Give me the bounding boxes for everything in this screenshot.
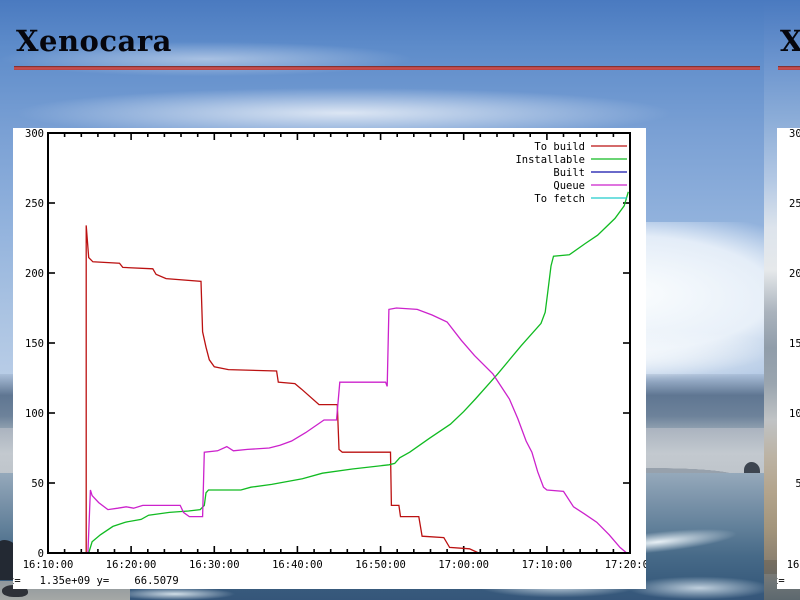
chart-status-line: x= 1.35e+09 y= 66.5079 — [777, 575, 785, 587]
svg-text:16:10:00: 16:10:00 — [787, 559, 800, 571]
svg-text:100: 100 — [789, 408, 800, 420]
svg-text:250: 250 — [789, 198, 800, 210]
plot-border — [47, 132, 631, 554]
x-axis-labels: 16:10:0016:20:0016:30:0016:40:0016:50:00… — [787, 559, 800, 571]
svg-text:16:20:00: 16:20:00 — [106, 559, 157, 571]
chart-canvas: 0 50 100 150 200 250 300 16:10:00 16:20:00 16:30:… — [13, 128, 646, 589]
svg-text:300: 300 — [789, 128, 800, 140]
build-stats-chart: 0 50 100 150 200 250 300 16:10:00 16:20:00 16:30:… — [23, 128, 646, 571]
svg-text:17:00:00: 17:00:00 — [438, 559, 489, 571]
svg-text:300: 300 — [25, 128, 44, 140]
series-queue — [87, 307, 628, 554]
svg-text:0: 0 — [38, 548, 44, 560]
svg-text:16:40:00: 16:40:00 — [272, 559, 323, 571]
svg-text:150: 150 — [25, 338, 44, 350]
series-to-build — [85, 225, 479, 554]
page-title: X — [780, 24, 800, 58]
build-stats-chart: 05010015020025030016:10:0016:20:0016:30:… — [787, 128, 800, 571]
svg-text:50: 50 — [31, 478, 44, 490]
svg-text:17:10:00: 17:10:00 — [522, 559, 573, 571]
svg-text:17:20:00: 17:20:00 — [605, 559, 646, 571]
legend-label-built: Built — [553, 167, 585, 179]
svg-text:16:10:00: 16:10:00 — [23, 559, 74, 571]
wave-foam — [95, 588, 255, 600]
svg-text:200: 200 — [789, 268, 800, 280]
y-axis-labels: 0 50 100 150 200 250 300 — [25, 128, 44, 560]
svg-text:16:50:00: 16:50:00 — [355, 559, 406, 571]
svg-text:250: 250 — [25, 198, 44, 210]
svg-text:16:30:00: 16:30:00 — [189, 559, 240, 571]
cloud — [0, 38, 459, 80]
x-axis-labels: 16:10:00 16:20:00 16:30:00 16:40:00 16:50:00… — [23, 559, 646, 571]
legend-label-to-build: To build — [534, 141, 585, 153]
chart-canvas: 05010015020025030016:10:0016:20:0016:30:… — [777, 128, 800, 589]
page-title: Xenocara — [16, 24, 172, 58]
title-rule — [14, 66, 760, 70]
legend-label-installable: Installable — [515, 154, 585, 166]
svg-text:200: 200 — [25, 268, 44, 280]
chart-status-line: x= 1.35e+09 y= 66.5079 — [13, 575, 179, 587]
title-rule — [778, 66, 800, 70]
legend-label-queue: Queue — [553, 180, 585, 192]
column-xenocara: Xenocara 0 50 100 150 200 250 300 16:10:00 16:20… — [0, 0, 764, 600]
svg-text:150: 150 — [789, 338, 800, 350]
rock — [744, 462, 760, 475]
column-next-partial: X 05010015020025030016:10:0016:20:0016:3… — [764, 0, 800, 600]
legend-label-to-fetch: To fetch — [534, 193, 585, 205]
svg-text:50: 50 — [795, 478, 800, 490]
svg-text:100: 100 — [25, 408, 44, 420]
series-installable — [88, 191, 629, 554]
